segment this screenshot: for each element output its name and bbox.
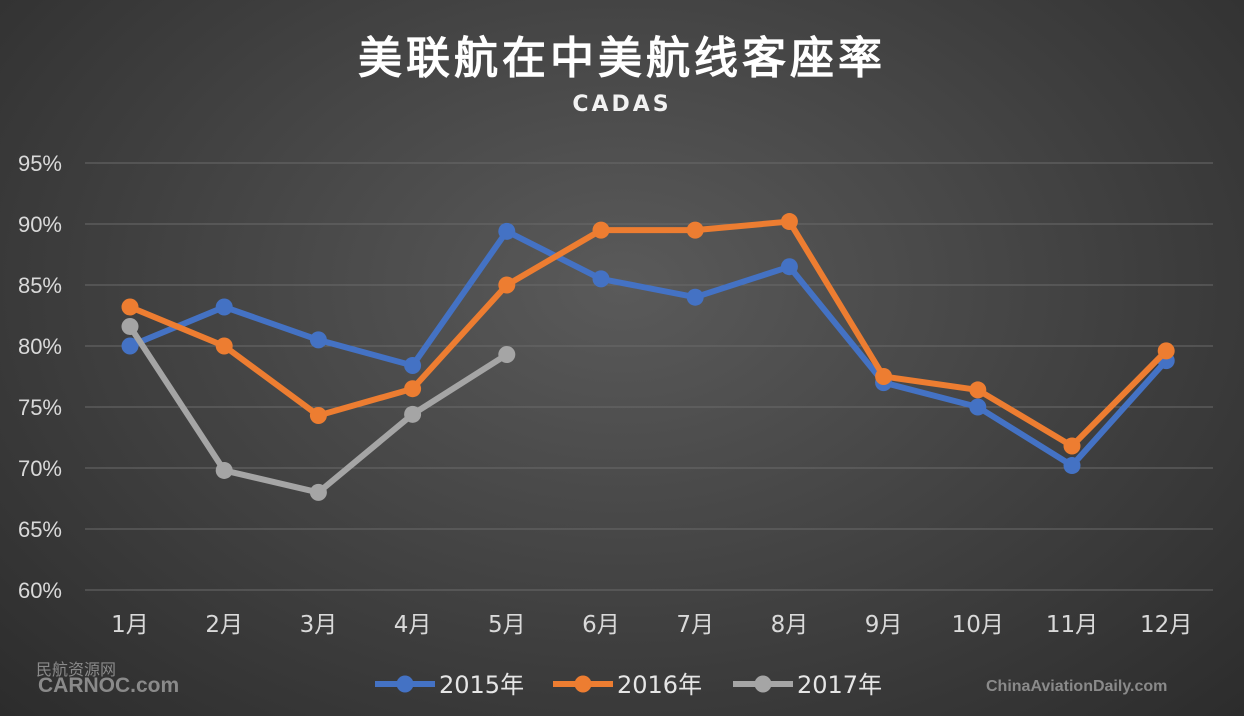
chart-title: 美联航在中美航线客座率 (358, 33, 886, 84)
x-tick-label: 5月 (488, 612, 526, 638)
data-point (215, 461, 233, 479)
data-point (780, 258, 798, 276)
data-point (121, 317, 139, 335)
data-point (309, 407, 327, 425)
y-tick-label: 90% (18, 212, 62, 237)
x-tick-label: 7月 (676, 612, 714, 638)
data-point (686, 221, 704, 239)
x-tick-label: 1月 (111, 612, 149, 638)
x-tick-label: 2月 (205, 612, 243, 638)
data-point (215, 337, 233, 355)
y-tick-label: 75% (18, 395, 62, 420)
data-point (498, 346, 516, 364)
data-point (969, 398, 987, 416)
legend-marker (396, 675, 414, 693)
data-point (309, 331, 327, 349)
x-tick-label: 10月 (952, 612, 1004, 638)
y-tick-label: 95% (18, 151, 62, 176)
x-tick-label: 3月 (300, 612, 338, 638)
legend-marker (574, 675, 592, 693)
y-tick-label: 65% (18, 517, 62, 542)
legend-label: 2015年 (439, 671, 524, 699)
data-point (404, 405, 422, 423)
y-tick-label: 80% (18, 334, 62, 359)
data-point (592, 221, 610, 239)
data-point (1157, 342, 1175, 360)
x-tick-label: 8月 (771, 612, 809, 638)
x-tick-label: 11月 (1046, 612, 1098, 638)
data-point (121, 298, 139, 316)
legend-label: 2016年 (617, 671, 702, 699)
x-tick-label: 6月 (582, 612, 620, 638)
legend-label: 2017年 (797, 671, 882, 699)
data-point (404, 357, 422, 375)
data-point (404, 380, 422, 398)
data-point (592, 270, 610, 288)
data-point (498, 222, 516, 240)
x-tick-label: 9月 (865, 612, 903, 638)
series-line-2015年 (128, 228, 1169, 469)
x-tick-label: 4月 (394, 612, 432, 638)
data-point (780, 213, 798, 231)
data-point (1063, 437, 1081, 455)
y-tick-label: 70% (18, 456, 62, 481)
chinaaviationdaily-watermark: ChinaAviationDaily.com (986, 678, 1168, 695)
data-point (1063, 457, 1081, 475)
data-point (215, 298, 233, 316)
data-point (875, 368, 893, 385)
data-point (686, 288, 704, 306)
legend-marker (754, 675, 772, 693)
data-point (498, 276, 516, 294)
x-tick-label: 12月 (1140, 612, 1192, 638)
y-tick-label: 60% (18, 578, 62, 603)
series-line-2016年 (128, 218, 1169, 450)
data-point (121, 337, 139, 355)
y-tick-label: 85% (18, 273, 62, 298)
chart-subtitle: CADAS (572, 92, 672, 117)
data-point (309, 483, 327, 501)
data-point (969, 381, 987, 399)
carnoc-watermark-cn: 民航资源网 (36, 662, 117, 679)
carnoc-watermark: CARNOC.com (38, 674, 180, 697)
